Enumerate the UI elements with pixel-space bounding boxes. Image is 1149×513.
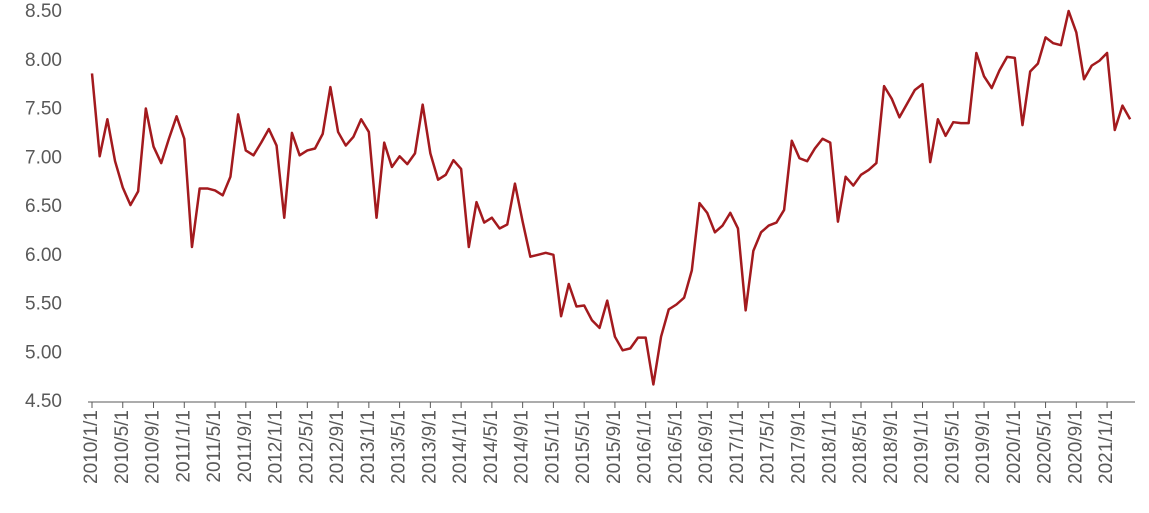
x-tick-label: 2015/5/1: [573, 410, 594, 484]
x-tick-label: 2017/9/1: [788, 410, 809, 484]
x-tick-label: 2011/9/1: [235, 410, 256, 483]
x-tick-label: 2015/9/1: [604, 410, 625, 484]
x-tick-label: 2020/1/1: [1004, 410, 1025, 484]
x-tick-label: 2018/1/1: [819, 410, 840, 484]
x-tick-label: 2012/9/1: [327, 410, 348, 484]
x-tick-label: 2014/1/1: [450, 410, 471, 484]
x-tick-label: 2015/1/1: [542, 410, 563, 484]
x-tick-label: 2020/9/1: [1065, 410, 1086, 484]
y-tick-label: 7.00: [25, 147, 62, 168]
x-tick-label: 2019/1/1: [912, 410, 933, 484]
x-tick-label: 2020/5/1: [1035, 410, 1056, 484]
data-line: [90, 9, 1132, 386]
x-tick-label: 2018/5/1: [850, 410, 871, 484]
y-tick-label: 7.50: [25, 99, 62, 120]
x-tick-label: 2018/9/1: [881, 410, 902, 484]
x-tick-label: 2013/5/1: [389, 410, 410, 484]
x-tick-label: 2019/5/1: [942, 410, 963, 484]
x-tick-label: 2012/5/1: [296, 410, 317, 484]
y-tick-label: 6.00: [25, 245, 62, 266]
x-tick-label: 2016/1/1: [635, 410, 656, 484]
x-tick-label: 2014/5/1: [481, 410, 502, 484]
y-tick-label: 8.00: [25, 50, 62, 71]
x-tick-label: 2011/1/1: [173, 410, 194, 483]
x-tick-label: 2017/5/1: [758, 410, 779, 484]
x-tick-label: 2016/9/1: [696, 410, 717, 484]
x-tick-label: 2013/1/1: [358, 410, 379, 484]
x-tick-label: 2010/9/1: [143, 410, 164, 484]
x-tick-label: 2021/1/1: [1096, 410, 1117, 484]
x-tick-label: 2010/1/1: [81, 410, 102, 484]
x-tick-label: 2010/5/1: [112, 410, 133, 484]
x-tick-label: 2016/5/1: [665, 410, 686, 484]
x-tick-label: 2019/9/1: [973, 410, 994, 484]
y-tick-label: 8.50: [25, 1, 62, 22]
y-tick-label: 5.00: [25, 342, 62, 363]
y-tick-label: 5.50: [25, 294, 62, 315]
x-tick-label: 2013/9/1: [419, 410, 440, 484]
x-tick-label: 2011/5/1: [204, 410, 225, 483]
x-tick-label: 2012/1/1: [266, 410, 287, 484]
x-tick-label: 2017/1/1: [727, 410, 748, 484]
x-tick-label: 2014/9/1: [512, 410, 533, 484]
y-tick-label: 4.50: [25, 391, 62, 412]
y-tick-label: 6.50: [25, 196, 62, 217]
